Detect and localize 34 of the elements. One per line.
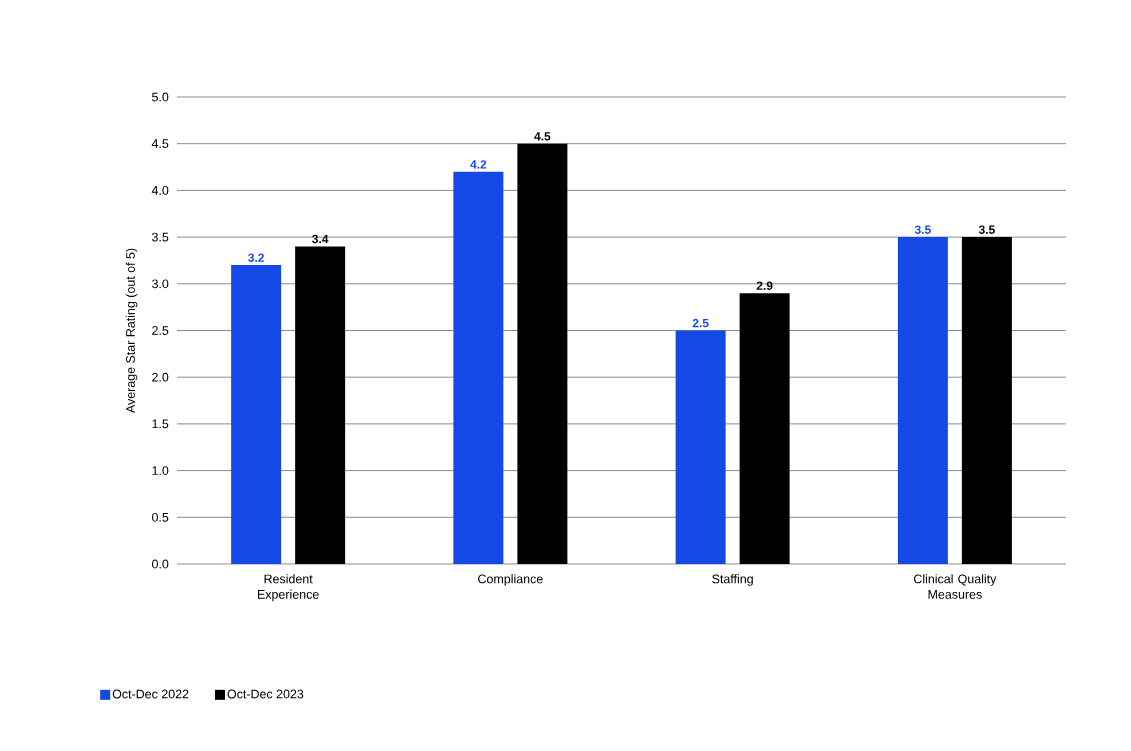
text: 4.5 bbox=[151, 139, 169, 149]
text: 2.0 bbox=[152, 372, 169, 382]
bar bbox=[961, 237, 1012, 564]
bar bbox=[739, 293, 790, 564]
text: 3.0 bbox=[151, 279, 169, 289]
data-label: 3.2 bbox=[248, 253, 264, 262]
y-axis-title: Average Star Rating (out of 5) bbox=[125, 248, 138, 414]
x-tick-label: Compliance bbox=[478, 574, 543, 586]
text: 2.5 bbox=[152, 326, 169, 335]
data-label: 3.5 bbox=[978, 225, 995, 234]
text: 3.5 bbox=[151, 232, 169, 242]
text: 1.0 bbox=[152, 466, 169, 475]
text: 0.5 bbox=[152, 512, 169, 522]
data-label: 3.4 bbox=[312, 234, 329, 244]
legend-label: Oct-Dec 2022 bbox=[112, 689, 189, 699]
x-tick-label: Clinical Quality Measures bbox=[913, 574, 997, 599]
text: 1.5 bbox=[152, 419, 169, 429]
x-tick-label: Staffing bbox=[712, 574, 753, 586]
text: 5.0 bbox=[152, 92, 169, 102]
bar bbox=[897, 237, 948, 564]
data-label: 2.9 bbox=[756, 281, 773, 290]
text: 0.0 bbox=[152, 559, 169, 569]
x-tick-label: Resident Experience bbox=[258, 574, 319, 602]
bar bbox=[295, 246, 346, 564]
bar bbox=[517, 143, 568, 564]
data-label: 4.5 bbox=[534, 132, 551, 141]
bar bbox=[453, 171, 504, 564]
bar bbox=[675, 330, 726, 564]
legend-label: Oct-Dec 2023 bbox=[227, 689, 304, 699]
data-label: 3.5 bbox=[914, 225, 931, 234]
bar bbox=[231, 265, 282, 564]
text: 4.0 bbox=[151, 185, 169, 195]
data-label: 4.2 bbox=[470, 160, 487, 169]
data-label: 2.5 bbox=[692, 318, 709, 328]
